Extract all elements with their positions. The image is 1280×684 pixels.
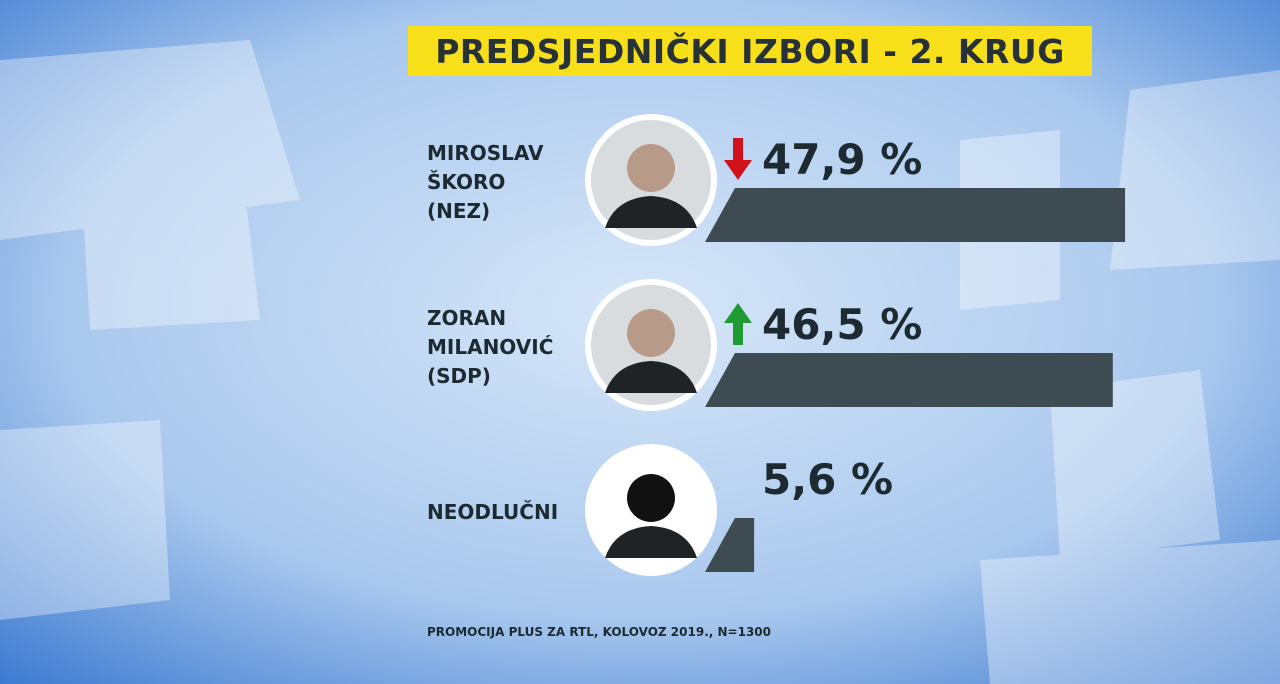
trend-arrow bbox=[724, 138, 752, 180]
portrait-body bbox=[605, 526, 697, 558]
category-label: MIROSLAV ŠKORO (NEZ) bbox=[427, 140, 544, 223]
category-label: NEODLUČNI bbox=[427, 499, 559, 524]
bar bbox=[705, 353, 1113, 407]
bar bbox=[705, 188, 1126, 242]
source-note: PROMOCIJA PLUS ZA RTL, KOLOVOZ 2019., N=… bbox=[427, 625, 771, 639]
trend-arrow bbox=[724, 303, 752, 345]
portrait-body bbox=[605, 361, 697, 393]
portrait-head bbox=[627, 309, 675, 357]
category-label: ZORAN MILANOVIĆ (SDP) bbox=[427, 305, 554, 388]
value-label: 47,9 % bbox=[762, 135, 923, 184]
value-label: 5,6 % bbox=[762, 455, 894, 504]
value-label: 46,5 % bbox=[762, 300, 923, 349]
bar bbox=[705, 518, 755, 572]
chart-title: PREDSJEDNIČKI IZBORI - 2. KRUG bbox=[408, 26, 1092, 76]
portrait-head bbox=[627, 474, 675, 522]
portrait-body bbox=[605, 196, 697, 228]
portrait-head bbox=[627, 144, 675, 192]
